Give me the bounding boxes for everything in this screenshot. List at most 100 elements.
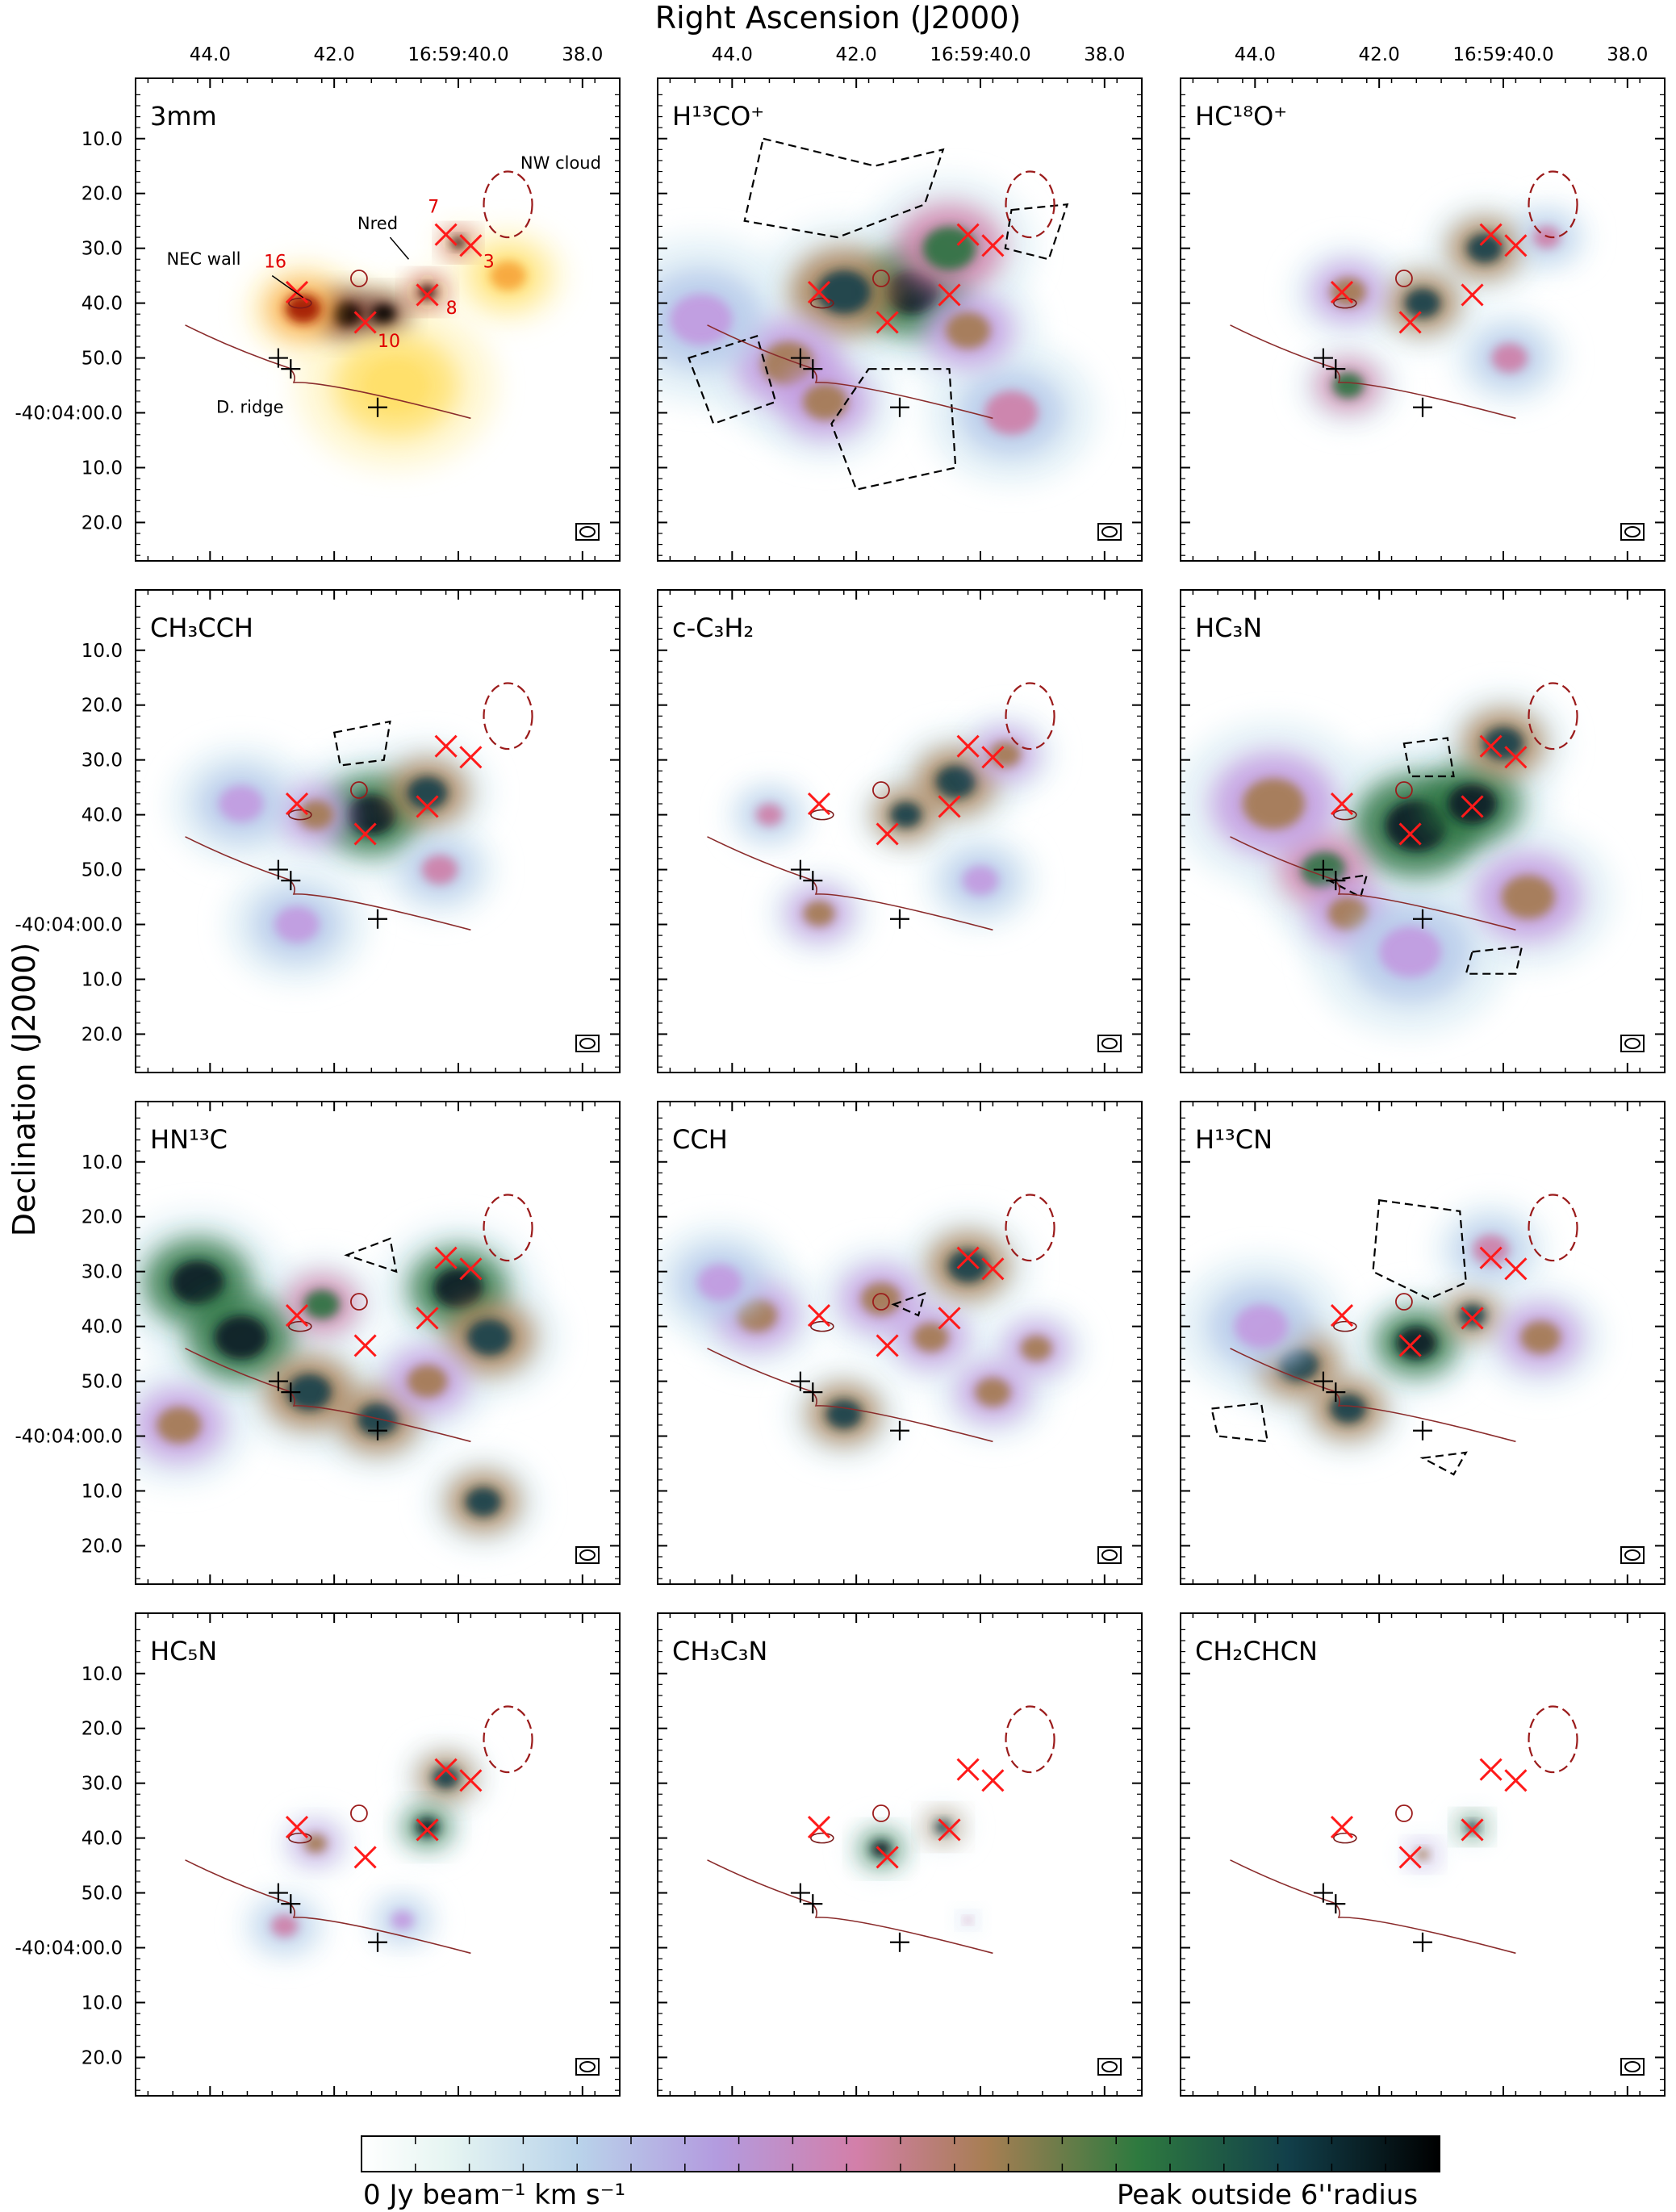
nw-cloud-ellipse (1528, 1705, 1578, 1774)
nred-circle (1395, 1804, 1413, 1822)
contour (344, 1237, 398, 1273)
panel-6: HC₃N (1180, 589, 1666, 1073)
nred-circle (350, 781, 368, 799)
annotation-label: NW cloud (520, 153, 601, 173)
panel-10: 10.0 20.0 30.0 40.0 50.0 -40:04:00.0 10.0 20.0 H… (15, 1612, 621, 2097)
panel-1: 44.0 42.0 16:59:40.0 38.0 10.0 20.0 30.0 40.0 50… (15, 44, 621, 562)
source-x-marker (459, 234, 483, 257)
d-ridge-brace (185, 836, 471, 931)
y-tick-label: 10.0 (82, 641, 123, 662)
nred-circle (872, 781, 890, 799)
y-tick-label: 20.0 (82, 1024, 123, 1045)
panel-title: CH₂CHCN (1195, 1636, 1318, 1666)
colorbar (361, 2135, 1440, 2172)
source-x-marker (1504, 1769, 1528, 1792)
panel-frame (135, 1101, 621, 1585)
beam-icon (1624, 1549, 1640, 1561)
source-x-marker (353, 1846, 377, 1869)
source-x-marker (1461, 795, 1484, 818)
source-x-marker (981, 1257, 1005, 1281)
plus-marker (1313, 348, 1333, 368)
nred-circle (1395, 1293, 1413, 1311)
emission-core (372, 304, 395, 324)
contour (1372, 1199, 1467, 1300)
colorbar-max-label: Peak outside 6''radius (1117, 2179, 1419, 2211)
source-x-marker (1461, 1307, 1484, 1330)
source-x-marker (459, 746, 483, 769)
source-x-marker (459, 1769, 483, 1792)
y-tick-label: 30.0 (82, 1262, 123, 1283)
emission-core (803, 383, 848, 420)
y-tick-label: -40:04:00.0 (15, 915, 123, 936)
source-x-marker (807, 280, 831, 304)
nw-cloud-ellipse (483, 170, 533, 239)
x-tick-label: 16:59:40.0 (408, 44, 508, 65)
y-tick-label: -40:04:00.0 (15, 1427, 123, 1448)
source-x-marker (876, 1846, 899, 1869)
nec-wall-ellipse (810, 297, 834, 309)
y-tick-label: 20.0 (82, 696, 123, 717)
emission-core (871, 1841, 892, 1858)
plus-marker (268, 859, 288, 880)
emission-core (1332, 372, 1364, 399)
emission-core (303, 1290, 340, 1319)
nred-circle (872, 1804, 890, 1822)
emission-core (1327, 897, 1369, 930)
source-x-marker (1330, 792, 1354, 816)
y-tick-label: 20.0 (82, 184, 123, 205)
panel-frame (657, 1612, 1143, 2097)
panel-frame (1180, 1612, 1666, 2097)
nec-wall-ellipse (1333, 1320, 1357, 1332)
y-tick-label: 40.0 (82, 1317, 123, 1338)
nred-circle (350, 1804, 368, 1822)
emission-core (1379, 926, 1442, 977)
panel-frame (135, 1612, 621, 2097)
y-tick-label: 50.0 (82, 860, 123, 881)
x-tick-label: 38.0 (1607, 44, 1648, 65)
source-x-marker (285, 792, 309, 816)
panel-title: HN¹³C (150, 1124, 228, 1155)
y-tick-label: 10.0 (82, 1152, 123, 1173)
source-x-marker (353, 311, 377, 334)
nred-circle (350, 1293, 368, 1311)
nw-cloud-ellipse (1005, 170, 1055, 239)
source-x-marker (981, 746, 1005, 769)
nred-circle (872, 270, 890, 287)
y-tick-label: 30.0 (82, 1774, 123, 1795)
plus-marker (1413, 1420, 1432, 1441)
beam-icon (1624, 1038, 1640, 1049)
nw-cloud-ellipse (483, 1194, 533, 1262)
source-x-marker (1479, 1758, 1503, 1781)
plus-marker (1326, 1382, 1346, 1403)
x-tick-label: 44.0 (190, 44, 231, 65)
source-x-marker (938, 1307, 961, 1330)
emission-core (170, 1261, 224, 1305)
nred-circle (1395, 270, 1413, 287)
emission-core (697, 1264, 742, 1301)
beam-icon (579, 1549, 596, 1561)
panel-frame (657, 589, 1143, 1073)
y-tick-label: 20.0 (82, 2047, 123, 2068)
plus-marker (281, 1894, 301, 1914)
source-x-marker (876, 311, 899, 334)
plus-marker (803, 1894, 823, 1914)
emission-core (861, 1282, 901, 1315)
source-x-marker (434, 734, 458, 758)
emission-core (890, 801, 922, 828)
plus-marker (281, 1382, 301, 1403)
panel-frame (1180, 589, 1666, 1073)
panel-4: 10.0 20.0 30.0 40.0 50.0 -40:04:00.0 10.0 20.0 C… (15, 589, 621, 1073)
emission-core (1330, 278, 1366, 307)
panel-title: CCH (672, 1124, 728, 1155)
source-x-marker (353, 1334, 377, 1357)
plus-marker (790, 348, 810, 368)
contour (891, 1292, 926, 1317)
beam-icon (1624, 526, 1640, 537)
emission-core (1405, 288, 1440, 318)
source-x-marker (938, 1818, 961, 1842)
annotation-label: 7 (428, 197, 439, 217)
nw-cloud-ellipse (1528, 1194, 1578, 1262)
source-x-marker (1330, 1303, 1354, 1328)
emission-core (347, 794, 396, 835)
source-x-marker (1479, 734, 1503, 758)
